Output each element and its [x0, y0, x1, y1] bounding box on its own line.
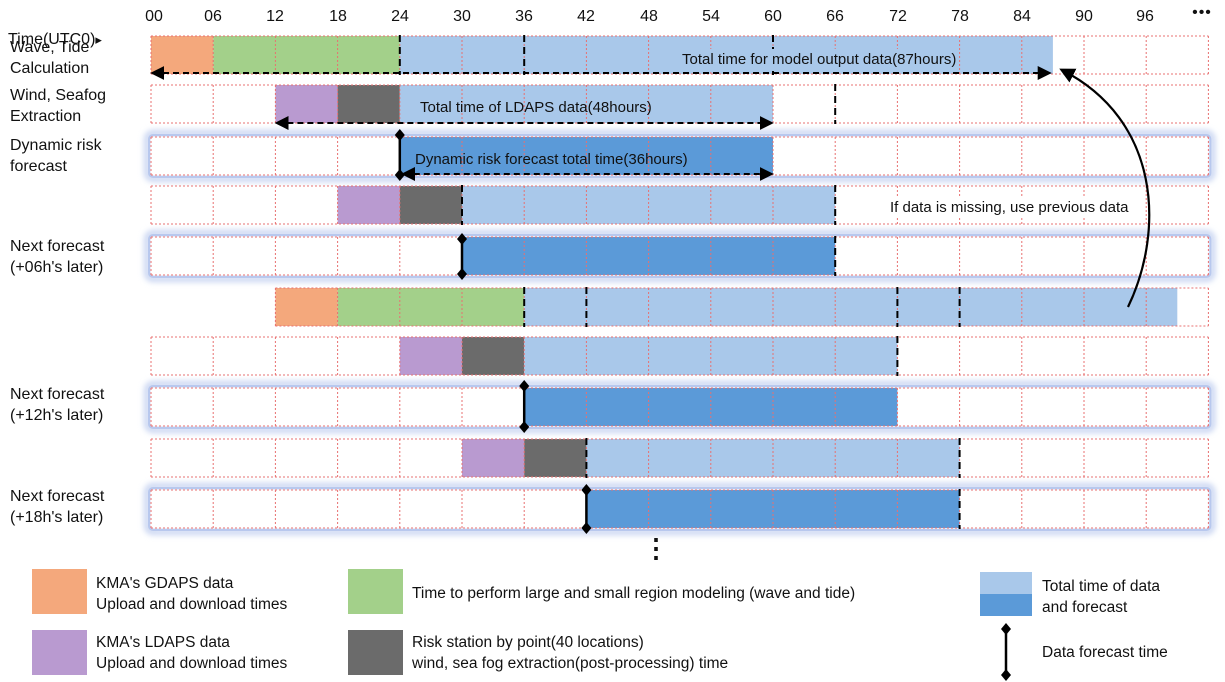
- tick-label: 84: [1013, 8, 1031, 25]
- bar-total-dark: [586, 490, 960, 528]
- tick-label: 96: [1136, 8, 1154, 25]
- tick-label: 60: [764, 8, 782, 25]
- row-glow-border: [148, 385, 1212, 429]
- marker-diamond: [394, 129, 405, 141]
- marker-diamond: [457, 233, 467, 245]
- forecast-time-marker: [394, 129, 405, 181]
- bar-risk-station: [337, 85, 400, 123]
- tick-label: 30: [453, 8, 471, 25]
- row-label-wind-seafog: Wind, Seafog Extraction: [10, 87, 107, 125]
- bar-ldaps: [462, 439, 525, 477]
- forecast-time-marker: [519, 380, 530, 433]
- model-output-annotation: Total time for model output data(87hours…: [680, 49, 959, 70]
- bar-total-dark: [524, 388, 898, 426]
- legend-swatch-modeling: [348, 569, 403, 614]
- timeline-row: [150, 84, 1209, 124]
- time-axis-arrow: ▸: [95, 32, 102, 47]
- bar-total-light: [586, 439, 960, 477]
- bar-risk-station: [462, 337, 525, 375]
- bar-ldaps: [399, 337, 462, 375]
- tick-label: 66: [826, 8, 844, 25]
- legend-forecast-time-icon: [1001, 623, 1011, 681]
- bar-total-light: [462, 186, 836, 224]
- bar-risk-station: [399, 186, 462, 224]
- tick-label: 78: [951, 8, 969, 25]
- legend-swatch-total-dark: [980, 594, 1032, 616]
- tick-label: 42: [577, 8, 595, 25]
- row-label-dynamic-risk: Dynamic risk forecast: [10, 137, 102, 175]
- row-label-wave-tide: Wave, Tide Calculation: [10, 39, 90, 77]
- legend-text-total: Total time of data and forecast: [1042, 578, 1161, 616]
- row-glow: [144, 381, 1216, 433]
- legend-text-forecast-time: Data forecast time: [1042, 644, 1168, 661]
- row-label-next-06h: Next forecast (+06h's later): [10, 238, 105, 276]
- time-axis-label: Time(UTC0)▸: [8, 8, 102, 50]
- marker-diamond: [519, 421, 530, 433]
- tick-label: 06: [204, 8, 222, 25]
- timeline-row: [144, 483, 1216, 535]
- forecast-time-marker: [581, 484, 592, 534]
- marker-diamond: [394, 169, 405, 181]
- tick-label: 90: [1075, 8, 1093, 25]
- tick-label: 18: [329, 8, 347, 25]
- bar-total-light: [524, 288, 1178, 326]
- legend-swatch-total-light: [980, 572, 1032, 594]
- tick-label: 24: [391, 8, 409, 25]
- legend-swatch-risk: [348, 630, 403, 675]
- marker-diamond: [581, 484, 592, 496]
- tick-label: 12: [266, 8, 284, 25]
- legend-text-risk: Risk station by point(40 locations) wind…: [412, 634, 729, 672]
- tick-label: 54: [702, 8, 720, 25]
- bar-modeling: [213, 36, 400, 74]
- missing-data-curve-arrow: [1059, 68, 1151, 308]
- row-glow: [144, 230, 1216, 282]
- timeline-row: [144, 230, 1216, 282]
- marker-diamond: [519, 380, 530, 392]
- bar-gdaps: [275, 288, 338, 326]
- timeline-row: [274, 287, 1209, 327]
- tick-label: 72: [889, 8, 907, 25]
- bar-risk-station: [524, 439, 587, 477]
- row-label-next-18h: Next forecast (+18h's later): [10, 488, 105, 526]
- ellipsis: •••: [1192, 4, 1212, 21]
- bar-ldaps: [337, 186, 400, 224]
- row-glow-border: [148, 234, 1212, 278]
- legend-swatch-gdaps: [32, 569, 87, 614]
- tick-label: 00: [145, 8, 163, 25]
- forecast-time-marker: [457, 233, 467, 280]
- timeline-row: [150, 438, 1209, 478]
- row-glow: [144, 483, 1216, 535]
- ldaps-total-annotation: Total time of LDAPS data(48hours): [420, 99, 652, 116]
- missing-data-annotation: If data is missing, use previous data: [888, 197, 1131, 218]
- row-label-next-12h: Next forecast (+12h's later): [10, 386, 105, 424]
- legend-text-modeling: Time to perform large and small region m…: [412, 585, 856, 602]
- row-glow-border: [148, 487, 1212, 531]
- bar-modeling: [337, 288, 525, 326]
- more-rows-ellipsis: ⋮: [643, 533, 669, 563]
- tick-label: 48: [640, 8, 658, 25]
- marker-diamond: [581, 522, 592, 534]
- bar-total-light: [524, 337, 898, 375]
- dynamic-total-annotation: Dynamic risk forecast total time(36hours…: [415, 151, 688, 168]
- timeline-row: [144, 381, 1216, 433]
- tick-label: 36: [515, 8, 533, 25]
- legend-text-ldaps: KMA's LDAPS data Upload and download tim…: [96, 634, 288, 672]
- bar-ldaps: [275, 85, 338, 123]
- timeline-row: [150, 336, 1209, 376]
- legend-swatch-ldaps: [32, 630, 87, 675]
- time-axis-label-text: Time(UTC0): [8, 31, 96, 48]
- marker-diamond: [457, 268, 467, 280]
- bar-gdaps: [151, 36, 214, 74]
- legend-text-gdaps: KMA's GDAPS data Upload and download tim…: [96, 575, 288, 613]
- bar-total-dark: [462, 237, 836, 275]
